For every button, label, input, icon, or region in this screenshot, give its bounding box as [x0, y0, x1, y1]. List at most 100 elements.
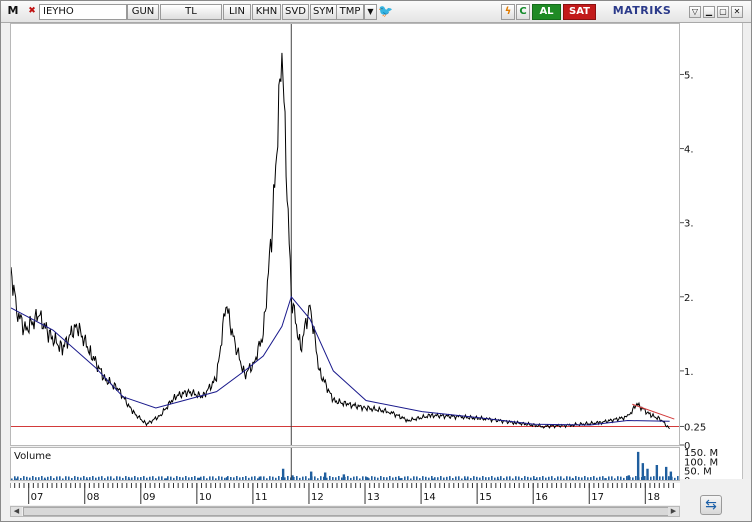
refresh-icon[interactable]: C	[516, 4, 530, 20]
lightning-icon[interactable]: ϟ	[501, 4, 515, 20]
sell-button[interactable]: SAT	[563, 4, 596, 20]
volume-bar	[419, 478, 421, 480]
khn-button[interactable]: KHN	[252, 4, 281, 20]
matriks-logo-icon[interactable]: M	[7, 4, 19, 17]
price-chart	[10, 24, 679, 445]
volume-bar	[338, 476, 340, 480]
volume-bar	[203, 476, 205, 480]
volume-bar	[155, 478, 157, 480]
volume-bar	[236, 476, 238, 480]
buy-button[interactable]: AL	[532, 4, 561, 20]
volume-bar	[71, 477, 73, 480]
volume-bar	[431, 476, 433, 480]
sync-icon[interactable]: ⇆	[700, 495, 722, 515]
volume-bar	[305, 476, 307, 480]
volume-bar	[593, 476, 595, 480]
volume-bar	[56, 476, 58, 480]
volume-bar	[527, 476, 529, 480]
volume-bar	[185, 476, 187, 480]
volume-bar	[488, 477, 490, 480]
volume-bar	[314, 476, 316, 480]
volume-bar	[134, 476, 136, 480]
volume-bar	[669, 471, 673, 480]
volume-bar	[296, 476, 298, 480]
volume-bar	[212, 476, 214, 480]
y-tick-label: 4.	[684, 145, 694, 156]
volume-bar	[365, 476, 367, 480]
y-tick-label: 2.	[684, 293, 694, 304]
price-plot-area[interactable]	[10, 23, 680, 446]
volume-bar	[161, 476, 163, 480]
volume-bar	[80, 477, 82, 480]
scroll-right-icon[interactable]: ▶	[668, 507, 679, 516]
volume-bar	[407, 476, 409, 480]
volume-bar	[197, 477, 201, 480]
volume-bar	[341, 477, 343, 480]
volume-bar	[569, 476, 571, 480]
volume-bar	[131, 477, 133, 480]
scale-button[interactable]: LIN	[223, 4, 251, 20]
volume-bar	[461, 478, 463, 480]
twitter-icon[interactable]: 🐦	[378, 4, 393, 18]
period-button[interactable]: GUN	[127, 4, 159, 20]
x-tick-label: 12	[311, 492, 324, 503]
x-tick-label: 11	[255, 492, 268, 503]
volume-bar	[293, 476, 295, 480]
volume-bar	[401, 477, 403, 480]
x-tick-label: 15	[479, 492, 492, 503]
volume-bar	[506, 476, 508, 480]
scroll-left-icon[interactable]: ◀	[11, 507, 22, 516]
volume-bar	[29, 477, 31, 480]
volume-bar	[476, 476, 478, 480]
symbol-input[interactable]: IEYHO	[39, 4, 127, 20]
x-tick-label: 07	[31, 492, 44, 503]
scroll-thumb[interactable]	[23, 507, 669, 516]
volume-bar	[395, 476, 397, 480]
horizontal-scrollbar[interactable]: ◀ ▶	[10, 506, 680, 517]
volume-bar	[248, 477, 250, 480]
volume-bar	[107, 476, 109, 480]
volume-bar	[398, 476, 400, 480]
sym-button[interactable]: SYM	[310, 4, 337, 20]
volume-bar	[647, 477, 649, 480]
volume-bar	[104, 478, 106, 480]
y-tick-label: 1.	[684, 367, 694, 378]
volume-bar	[278, 476, 280, 480]
tmp-button[interactable]: TMP	[336, 4, 364, 20]
volume-bar	[281, 477, 283, 480]
chevron-down-icon[interactable]: ▼	[364, 4, 377, 20]
volume-panel[interactable]: Volume	[10, 447, 680, 481]
volume-bar	[539, 477, 541, 480]
volume-bar	[646, 468, 649, 480]
volume-bar	[371, 476, 373, 480]
close-icon[interactable]: ✖	[28, 6, 36, 16]
volume-bar	[215, 478, 217, 480]
x-tick-label: 17	[591, 492, 604, 503]
svd-button[interactable]: SVD	[282, 4, 309, 20]
time-axis: 07 08 09 10 11 12 13 14 15 16 17 18	[9, 483, 680, 505]
maximize-icon[interactable]: ▢	[717, 6, 729, 18]
volume-bar	[347, 476, 349, 480]
volume-bar	[59, 476, 61, 480]
volume-bar	[311, 476, 313, 480]
minimize-icon[interactable]: ▁	[703, 6, 715, 18]
volume-bar	[602, 476, 604, 480]
volume-bar	[140, 477, 142, 480]
volume-bar	[575, 476, 577, 480]
volume-bar	[251, 476, 253, 480]
volume-bar	[116, 476, 118, 480]
volume-bar	[323, 476, 325, 480]
currency-button[interactable]: TL	[160, 4, 222, 20]
window-close-icon[interactable]: ✕	[731, 6, 743, 18]
volume-bar	[353, 476, 355, 480]
vertical-scrollbar[interactable]	[742, 23, 751, 479]
volume-bar	[446, 476, 448, 480]
volume-bar	[410, 478, 412, 480]
x-tick-label: 10	[199, 492, 212, 503]
volume-bar	[530, 477, 532, 480]
dropdown-window-icon[interactable]: ▽	[689, 6, 701, 18]
x-tick-label: 14	[423, 492, 436, 503]
volume-bar	[167, 476, 169, 480]
volume-bar	[191, 477, 193, 480]
